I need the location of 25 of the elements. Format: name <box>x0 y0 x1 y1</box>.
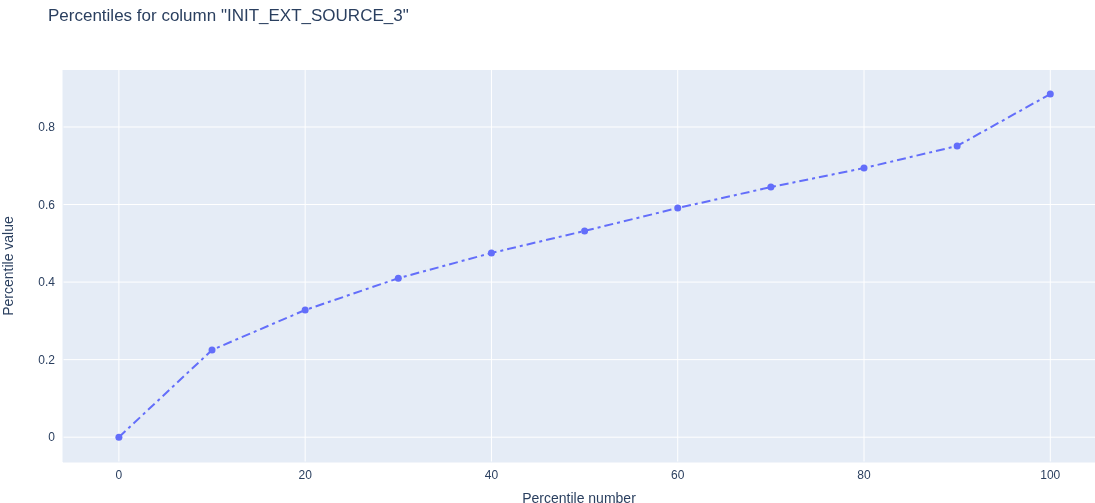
point <box>767 183 775 191</box>
x-tick-label: 0 <box>115 467 123 482</box>
x-tick-label: 20 <box>298 467 313 482</box>
point <box>581 227 589 235</box>
y-tick-label: 0 <box>48 430 56 445</box>
point <box>208 346 216 354</box>
point <box>115 433 123 441</box>
point <box>953 142 961 150</box>
y-tick-label: 0.2 <box>38 352 56 367</box>
point <box>487 249 495 257</box>
x-tick-label: 60 <box>671 467 685 482</box>
y-axis-title: Percentile value <box>0 215 16 316</box>
chart-title: Percentiles for column "INIT_EXT_SOURCE_3" <box>48 6 409 26</box>
point <box>674 204 682 212</box>
y-tick-label: 0.6 <box>38 197 56 212</box>
x-tick-label: 80 <box>857 467 871 482</box>
point <box>1046 90 1054 98</box>
x-tick-label: 40 <box>484 467 499 482</box>
point <box>301 306 309 314</box>
y-tick-label: 0.4 <box>38 275 56 290</box>
point <box>394 274 402 282</box>
x-axis-title: Percentile number <box>522 490 637 503</box>
point <box>860 164 868 172</box>
x-tick-label: 100 <box>1040 467 1061 482</box>
y-tick-label: 0.8 <box>38 120 56 135</box>
